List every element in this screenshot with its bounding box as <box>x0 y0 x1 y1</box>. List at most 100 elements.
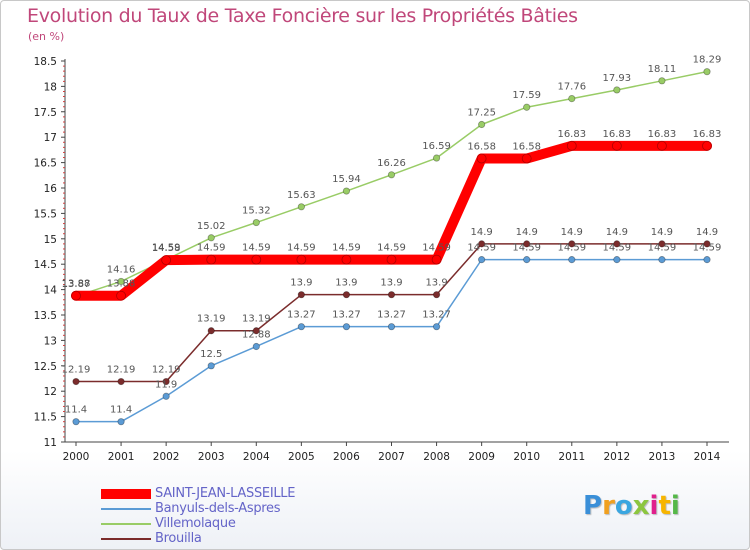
data-point <box>431 254 442 265</box>
data-label: 13.88 <box>62 279 91 290</box>
x-tick-label: 2005 <box>288 451 315 463</box>
data-point <box>206 254 217 265</box>
data-point <box>252 218 260 227</box>
data-label: 15.02 <box>197 221 226 232</box>
data-label: 12.19 <box>107 365 136 376</box>
legend-swatch <box>101 538 151 540</box>
data-label: 14.59 <box>557 243 586 254</box>
data-point <box>252 327 260 335</box>
data-label: 14.9 <box>516 227 538 238</box>
y-tick-label: 13.5 <box>34 310 57 322</box>
data-point <box>297 203 305 211</box>
data-point <box>566 140 577 151</box>
legend-label: SAINT-JEAN-LASSEILLE <box>155 486 296 501</box>
data-point <box>387 291 396 299</box>
data-label: 13.27 <box>377 310 406 321</box>
y-tick-label: 15 <box>44 234 57 246</box>
data-label: 14.59 <box>648 243 677 254</box>
data-point <box>476 153 487 164</box>
x-tick-label: 2009 <box>468 451 495 463</box>
data-point <box>613 256 621 264</box>
data-label: 14.59 <box>377 243 406 254</box>
data-point <box>252 342 260 351</box>
data-label: 14.59 <box>603 243 632 254</box>
data-point <box>207 362 215 370</box>
x-tick-label: 2004 <box>243 451 270 463</box>
logo-letter: o <box>614 491 633 521</box>
y-tick-label: 12.5 <box>34 361 57 373</box>
x-tick-label: 2006 <box>333 451 360 463</box>
data-point <box>703 68 711 76</box>
legend-label: Brouilla <box>155 531 202 546</box>
data-point <box>478 120 486 129</box>
y-tick-label: 17 <box>44 132 57 144</box>
data-label: 14.9 <box>606 227 628 238</box>
data-point <box>342 323 351 331</box>
data-point <box>568 256 576 264</box>
data-point <box>703 240 711 248</box>
data-label: 14.59 <box>467 243 496 254</box>
data-label: 13.9 <box>290 278 312 289</box>
data-point <box>657 140 667 151</box>
data-point <box>432 323 441 331</box>
data-label: 14.16 <box>107 264 136 275</box>
data-point <box>162 392 170 400</box>
data-point <box>658 77 666 85</box>
data-point <box>297 291 305 299</box>
data-point <box>568 240 576 248</box>
data-label: 12.88 <box>242 329 271 340</box>
data-label: 14.59 <box>197 243 226 254</box>
data-point <box>478 256 486 264</box>
data-label: 14.59 <box>287 243 316 254</box>
data-label: 16.26 <box>377 158 406 169</box>
data-point <box>386 254 397 265</box>
data-point <box>296 254 307 265</box>
logo-letter: i <box>670 491 680 521</box>
logo-letter: t <box>658 491 671 521</box>
data-label: 14.59 <box>242 243 271 254</box>
data-label: 13.27 <box>422 310 451 321</box>
data-label: 16.58 <box>512 142 541 153</box>
data-point <box>658 256 666 264</box>
data-label: 11.9 <box>155 379 177 390</box>
data-label: 15.32 <box>242 206 271 217</box>
data-label: 15.94 <box>332 174 361 185</box>
x-tick-label: 2011 <box>558 451 585 463</box>
data-label: 13.88 <box>107 279 136 290</box>
chart-subtitle: (en %) <box>28 30 65 43</box>
data-point <box>72 377 80 386</box>
x-tick-label: 2003 <box>198 451 225 463</box>
logo-letter: i <box>649 491 659 521</box>
data-point <box>207 327 215 335</box>
data-label: 14.9 <box>696 227 718 238</box>
data-point <box>658 240 666 248</box>
x-tick-label: 2001 <box>108 451 135 463</box>
chart-title: Evolution du Taux de Taxe Foncière sur l… <box>27 5 578 27</box>
x-tick-label: 2008 <box>423 451 450 463</box>
x-tick-label: 2012 <box>603 451 630 463</box>
x-tick-label: 2007 <box>378 451 405 463</box>
data-point <box>523 240 531 248</box>
y-tick-label: 16.5 <box>34 158 57 170</box>
y-tick-label: 18.5 <box>34 56 57 68</box>
data-label: 13.19 <box>242 314 271 325</box>
data-label: 17.76 <box>557 82 586 93</box>
proxiti-logo: Proxiti <box>583 491 680 521</box>
data-label: 16.59 <box>422 141 451 152</box>
data-point <box>387 171 396 179</box>
data-point <box>297 323 305 331</box>
data-point <box>523 256 531 264</box>
data-point <box>117 277 125 286</box>
data-label: 14.9 <box>651 227 673 238</box>
data-point <box>71 290 81 301</box>
data-point <box>162 377 170 386</box>
x-tick-label: 2002 <box>153 451 180 463</box>
data-label: 16.58 <box>467 142 496 153</box>
data-label: 12.5 <box>200 349 222 360</box>
y-tick-label: 17.5 <box>34 107 57 119</box>
data-label: 17.59 <box>512 90 541 101</box>
x-tick-label: 2000 <box>63 451 90 463</box>
data-label: 14.59 <box>422 243 451 254</box>
